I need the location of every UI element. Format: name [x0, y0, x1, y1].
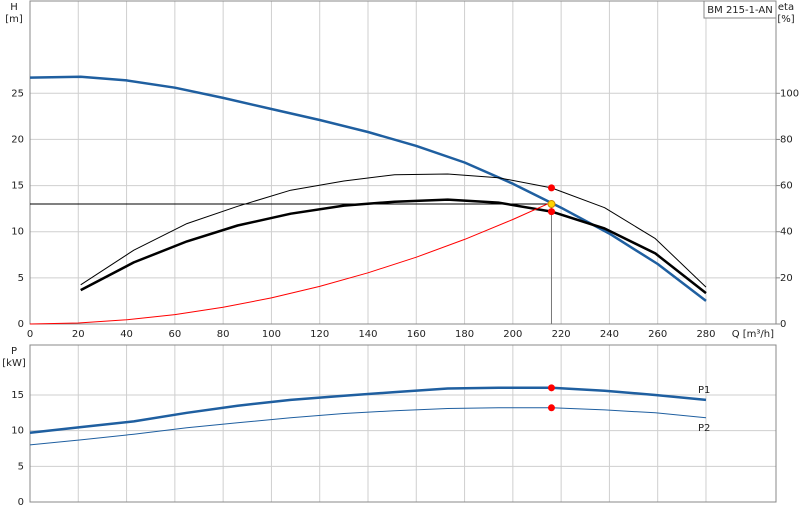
y-tick-label: 5 — [18, 273, 24, 284]
x-tick-label: 60 — [168, 329, 181, 340]
x-tick-label: 280 — [696, 329, 715, 340]
series-label: P2 — [698, 423, 710, 434]
plot-frame — [29, 344, 777, 503]
legend-box — [703, 0, 777, 19]
x-tick-label: 120 — [310, 329, 329, 340]
plot-area — [30, 345, 776, 502]
y-tick-label: 25 — [11, 88, 24, 99]
x-tick-label: 140 — [358, 329, 377, 340]
y-tick-label: 10 — [11, 426, 24, 437]
series-line — [80, 198, 707, 295]
y-axis-label: P — [11, 346, 17, 357]
y2-tick-label: 0 — [780, 319, 786, 330]
y-tick-label: 10 — [11, 227, 24, 238]
legend-text: BM 215-1-AN — [707, 5, 772, 16]
series-line — [80, 173, 707, 288]
series-label: P1 — [698, 385, 710, 396]
y2-tick-label: 80 — [780, 134, 793, 145]
series-line — [29, 407, 707, 446]
y-tick-label: 0 — [18, 319, 24, 330]
operating-point — [547, 184, 555, 192]
x-tick-label: 260 — [648, 329, 667, 340]
y-tick-label: 5 — [18, 461, 24, 472]
x-tick-label: 40 — [120, 329, 133, 340]
x-tick-label: 100 — [262, 329, 281, 340]
operating-point — [547, 208, 555, 216]
y-axis-label: [kW] — [2, 358, 26, 369]
series-line — [29, 386, 707, 435]
y2-axis-label: eta — [778, 2, 794, 13]
y2-tick-label: 20 — [780, 273, 793, 284]
x-tick-label: 200 — [503, 329, 522, 340]
y-axis-label: H — [10, 2, 18, 13]
y2-axis-label: [%] — [777, 14, 794, 25]
x-tick-label: 80 — [217, 329, 230, 340]
y2-tick-label: 60 — [780, 181, 793, 192]
y-tick-label: 15 — [11, 390, 24, 401]
x-tick-label: 180 — [455, 329, 474, 340]
x-tick-label: 220 — [552, 329, 571, 340]
x-axis-label: Q [m³/h] — [732, 329, 774, 340]
x-tick-label: 0 — [27, 329, 33, 340]
plot-area — [30, 1, 776, 324]
y2-tick-label: 100 — [780, 88, 799, 99]
operating-point — [547, 384, 555, 392]
series-line — [29, 201, 552, 325]
operating-point — [547, 404, 555, 412]
x-tick-label: 20 — [72, 329, 85, 340]
y-tick-label: 0 — [18, 497, 24, 508]
x-tick-label: 160 — [407, 329, 426, 340]
y2-tick-label: 40 — [780, 227, 793, 238]
plot-frame — [29, 0, 777, 325]
x-tick-label: 240 — [600, 329, 619, 340]
y-tick-label: 15 — [11, 181, 24, 192]
y-tick-label: 20 — [11, 134, 24, 145]
operating-point — [547, 200, 556, 209]
y-axis-label: [m] — [5, 14, 23, 25]
